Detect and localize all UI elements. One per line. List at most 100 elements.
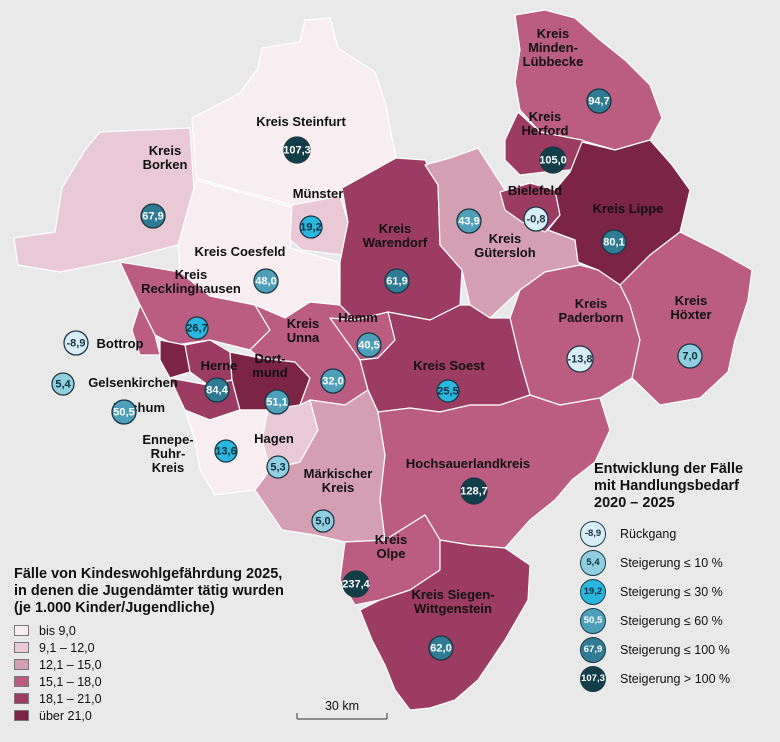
legend-trend-title-line: 2020 – 2025 [594,495,675,511]
trend-bubble-bochum: 50,5 [111,399,137,425]
district-label-line: Wittgenstein [414,601,492,616]
region-siegen [359,539,531,711]
legend-trend-bubble: 19,2 [580,578,606,605]
region-gelsenkirchen [159,339,191,379]
district-label-paderborn: Kreis Paderborn [558,296,623,325]
district-label-line: Kreis [529,109,562,124]
trend-bubble-circle [539,146,567,174]
trend-bubble-value: 19,2 [300,222,321,234]
legend-trend-title-line: mit Handlungsbedarf [594,478,740,494]
district-label-line: Kreis [322,480,355,495]
district-label-line: Paderborn [558,310,623,325]
trend-bubble-value: 62,0 [430,643,451,655]
legend-trend-bubble: 67,9 [580,636,606,663]
district-label-coesfeld: Kreis Coesfeld [194,244,285,259]
trend-bubble-value: 237,4 [342,579,370,591]
trend-bubble-value: 13,6 [215,446,236,458]
district-label-bielefeld: Bielefeld [508,183,562,198]
legend-case-rate-label: bis 9,0 [39,623,76,638]
district-label-hochsauerland: Hochsauerlandkreis [406,456,530,471]
trend-bubble-circle [51,372,75,396]
legend-trend-label: Steigerung ≤ 60 % [620,613,723,628]
trend-bubble-guetersloh: 43,9 [456,208,482,234]
district-label-line: Kreis Soest [413,358,485,373]
trend-bubble-circle [677,343,703,369]
scale-bar: 30 km [296,699,388,720]
district-label-line: Kreis Siegen- [411,587,494,602]
district-label-ennepe: Ennepe-Ruhr-Kreis [142,432,193,475]
district-label-line: Kreis Lippe [593,201,664,216]
district-label-line: Kreis [675,293,708,308]
trend-bubble-gelsenkirchen: 5,4 [51,372,75,396]
district-label-line: Kreis [175,267,208,282]
district-label-muenster: Münster [293,186,344,201]
trend-bubble-ennepe: 13,6 [214,439,238,463]
district-label-line: Hochsauerlandkreis [406,456,530,471]
district-label-bottrop: Bottrop [97,336,144,351]
district-label-olpe: Kreis Olpe [375,532,408,561]
legend-case-rate-row: bis 9,0 [14,622,344,639]
district-label-hagen: Hagen [254,431,294,446]
trend-bubble-value: -8,9 [67,338,86,350]
trend-bubble-circle [185,316,209,340]
trend-bubble-muenster: 19,2 [299,215,323,239]
trend-bubble-value: 128,7 [460,486,488,498]
legend-case-rate-row: 9,1 – 12,0 [14,639,344,656]
district-label-line: Gütersloh [474,245,535,260]
trend-bubble-value: 26,7 [186,323,207,335]
district-label-steinfurt: Kreis Steinfurt [256,114,346,129]
trend-bubble-paderborn: -13,8 [566,345,594,373]
district-label-line: Dort- [254,351,285,366]
district-label-line: Ennepe- [142,432,193,447]
trend-bubble-borken: 67,9 [140,203,166,229]
trend-bubble-value: 67,9 [142,211,163,223]
district-label-line: Gelsenkirchen [88,375,178,390]
legend-trend-bubble: 107,3 [580,665,606,692]
district-label-line: Kreis [375,532,408,547]
trend-bubble-coesfeld: 48,0 [253,268,279,294]
district-label-line: Kreis Steinfurt [256,114,346,129]
district-label-borken: Kreis Borken [143,143,188,172]
trend-bubble-value: -13,8 [567,354,592,366]
district-label-line: Hagen [254,431,294,446]
trend-bubble-value: 5,3 [270,462,285,474]
trend-bubble-value: 80,1 [603,237,624,249]
district-label-recklinghausen: Kreis Recklinghausen [141,267,241,296]
trend-bubble-circle [214,439,238,463]
trend-bubble-value: 40,5 [358,340,379,352]
legend-swatch [14,710,29,721]
legend-trend-bubble: 5,4 [580,549,606,576]
district-label-hamm: Hamm [338,310,378,325]
district-label-line: Kreis [152,460,185,475]
trend-bubble-circle [264,389,290,415]
trend-bubble-soest: 25,5 [436,379,460,403]
legend-case-rate-label: 18,1 – 21,0 [39,691,102,706]
legend-swatch [14,642,29,653]
trend-bubble-maerkisch: 5,0 [311,509,335,533]
district-label-line: Bottrop [97,336,144,351]
legend-swatch [14,625,29,636]
trend-bubble-circle [204,377,230,403]
legend-trend-row: 107,3 Steigerung > 100 % [580,664,774,693]
district-label-gelsenkirchen: Gelsenkirchen [88,375,178,390]
legend-trend-row: 19,2 Steigerung ≤ 30 % [580,577,774,606]
trend-bubble-circle [283,136,311,164]
trend-bubble-circle [111,399,137,425]
trend-bubble-circle [566,345,594,373]
region-steinfurt [191,17,397,209]
trend-bubble-unna: 32,0 [320,368,346,394]
district-label-line: Märkischer [304,466,373,481]
trend-bubble-circle [266,455,290,479]
district-label-line: Kreis [537,26,570,41]
legend-case-rate-title: Fälle von Kindeswohlgefährdung 2025, in … [14,566,344,617]
trend-bubble-circle [460,477,488,505]
district-label-herford: Kreis Herford [522,109,569,138]
trend-bubble-value: 5,0 [315,516,330,528]
trend-bubble-value: 105,0 [539,155,567,167]
trend-bubble-warendorf: 61,9 [384,268,410,294]
legend-case-rate-row: 12,1 – 15,0 [14,656,344,673]
trend-bubble-bielefeld: -0,8 [523,206,549,232]
district-label-unna: Kreis Unna [287,316,320,345]
legend-case-rate-label: 9,1 – 12,0 [39,640,95,655]
district-label-line: mund [252,365,287,380]
